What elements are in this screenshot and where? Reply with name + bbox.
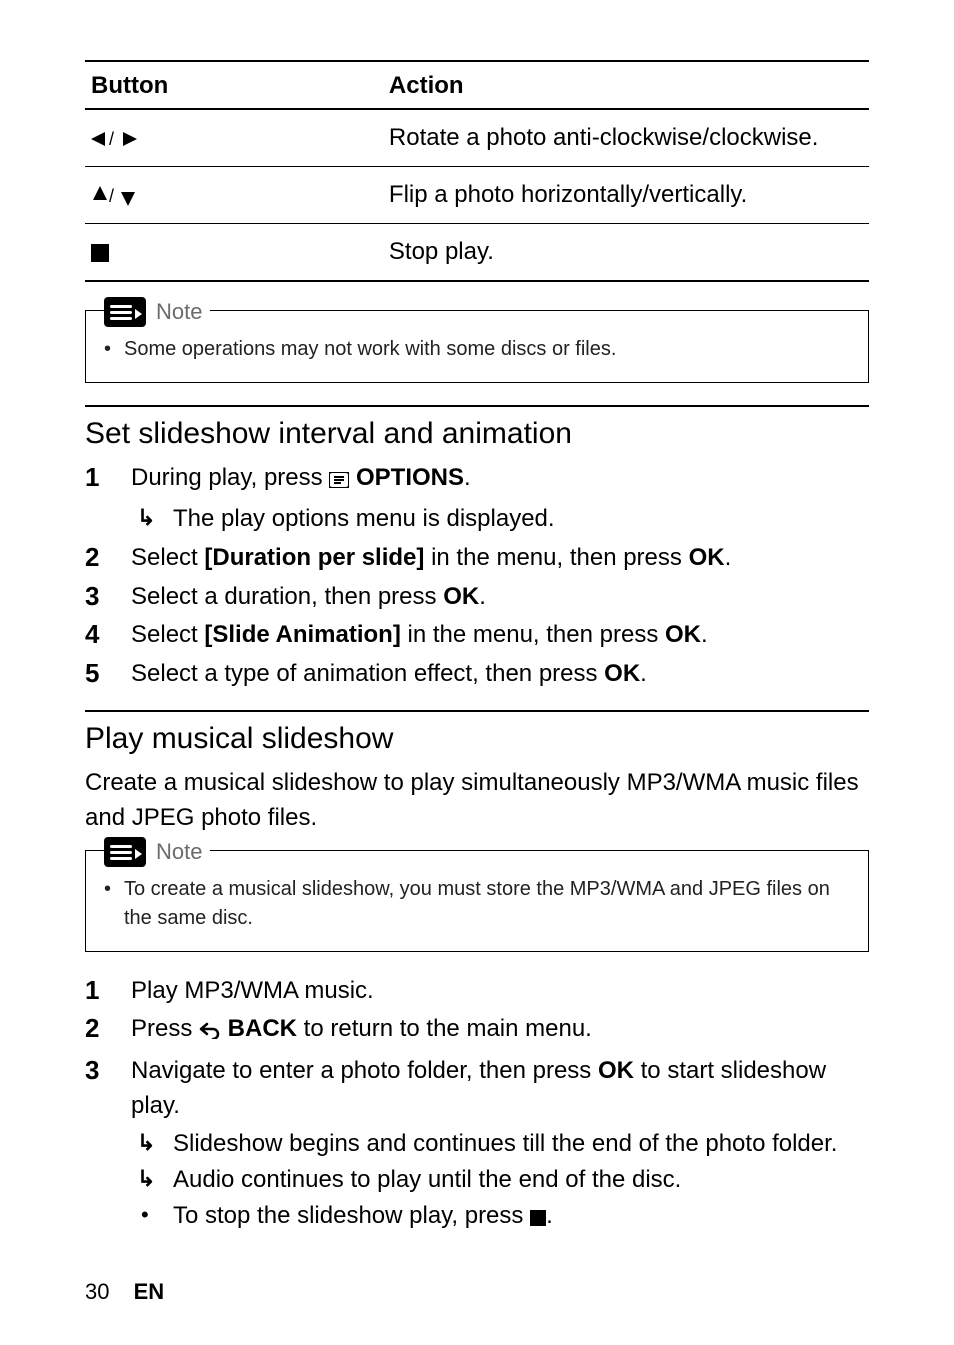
- th-action: Action: [383, 61, 869, 109]
- step-number: 5: [85, 657, 109, 692]
- action-text: Flip a photo horizontally/vertically.: [383, 167, 869, 224]
- step-item: 2 Press BACK to return to the main menu.: [85, 1012, 869, 1050]
- note-header: Note: [104, 837, 210, 867]
- sub-bullet-item: To stop the slideshow play, press .: [131, 1198, 869, 1237]
- note-icon: [104, 837, 146, 867]
- step-body: Press BACK to return to the main menu.: [131, 1012, 869, 1050]
- step-item: 4 Select [Slide Animation] in the menu, …: [85, 618, 869, 653]
- sub-arrow-item: Slideshow begins and continues till the …: [131, 1126, 869, 1162]
- bullet-text: To stop the slideshow play, press: [173, 1202, 530, 1229]
- back-icon: [199, 1015, 221, 1050]
- step-number: 1: [85, 461, 109, 537]
- step-text: During play, press: [131, 464, 329, 491]
- step-item: 1 Play MP3/WMA music.: [85, 974, 869, 1009]
- step-item: 3 Select a duration, then press OK.: [85, 580, 869, 615]
- step-body: Select a type of animation effect, then …: [131, 657, 869, 692]
- step-text: .: [640, 660, 647, 687]
- page-content: Button Action / Rotate a photo anti-cloc…: [0, 0, 954, 1345]
- step-text: Select a duration, then press: [131, 583, 443, 610]
- step-body: Play MP3/WMA music.: [131, 974, 869, 1009]
- step-number: 3: [85, 1054, 109, 1237]
- section-title: Set slideshow interval and animation: [85, 417, 869, 451]
- step-body: Select [Slide Animation] in the menu, th…: [131, 618, 869, 653]
- table-header-row: Button Action: [85, 61, 869, 109]
- step-item: 5 Select a type of animation effect, the…: [85, 657, 869, 692]
- step-text: Press: [131, 1015, 199, 1042]
- section-rule: [85, 405, 869, 407]
- step-number: 2: [85, 541, 109, 576]
- note-header: Note: [104, 297, 210, 327]
- step-text: .: [725, 544, 732, 571]
- step-bold: OK: [443, 583, 479, 610]
- section-rule: [85, 710, 869, 712]
- action-text: Rotate a photo anti-clockwise/clockwise.: [383, 109, 869, 167]
- sub-arrow-item: The play options menu is displayed.: [131, 501, 869, 537]
- step-bold: OK: [598, 1057, 634, 1084]
- step-number: 2: [85, 1012, 109, 1050]
- step-text: .: [701, 621, 708, 648]
- note-item: Some operations may not work with some d…: [104, 335, 850, 364]
- note-title: Note: [156, 299, 202, 325]
- note-list: To create a musical slideshow, you must …: [104, 875, 850, 933]
- step-body: Select a duration, then press OK.: [131, 580, 869, 615]
- step-text: in the menu, then press: [401, 621, 665, 648]
- step-bold: [Slide Animation]: [204, 621, 400, 648]
- steps-list: 1 During play, press OPTIONS. The play o…: [85, 461, 869, 692]
- action-text: Stop play.: [383, 224, 869, 282]
- step-text: Select: [131, 621, 204, 648]
- table-row: / Rotate a photo anti-clockwise/clockwis…: [85, 109, 869, 167]
- step-text: in the menu, then press: [424, 544, 688, 571]
- step-body: During play, press OPTIONS. The play opt…: [131, 461, 869, 537]
- table-row: Stop play.: [85, 224, 869, 282]
- step-bold: OK: [665, 621, 701, 648]
- step-number: 4: [85, 618, 109, 653]
- step-item: 3 Navigate to enter a photo folder, then…: [85, 1054, 869, 1237]
- left-right-arrows-icon: /: [85, 109, 383, 167]
- step-text: .: [464, 464, 471, 491]
- steps-list: 1 Play MP3/WMA music. 2 Press BACK to re…: [85, 974, 869, 1237]
- step-number: 1: [85, 974, 109, 1009]
- step-text: Navigate to enter a photo folder, then p…: [131, 1057, 598, 1084]
- step-bold: BACK: [221, 1015, 297, 1042]
- options-icon: [329, 464, 349, 499]
- th-button: Button: [85, 61, 383, 109]
- section-title: Play musical slideshow: [85, 722, 869, 756]
- step-text: to return to the main menu.: [297, 1015, 592, 1042]
- bullet-text: .: [546, 1202, 553, 1229]
- step-number: 3: [85, 580, 109, 615]
- page-number: 30: [85, 1279, 109, 1304]
- sub-list: Slideshow begins and continues till the …: [131, 1126, 869, 1237]
- step-text: .: [479, 583, 486, 610]
- stop-square-icon: [530, 1201, 546, 1237]
- step-bold: [Duration per slide]: [204, 544, 424, 571]
- note-icon: [104, 297, 146, 327]
- page-footer: 30 EN: [85, 1279, 869, 1305]
- svg-text:/: /: [109, 186, 114, 206]
- page-language: EN: [134, 1279, 165, 1304]
- sub-arrow-item: Audio continues to play until the end of…: [131, 1162, 869, 1198]
- section-paragraph: Create a musical slideshow to play simul…: [85, 766, 869, 836]
- step-body: Select [Duration per slide] in the menu,…: [131, 541, 869, 576]
- step-text: Select a type of animation effect, then …: [131, 660, 604, 687]
- note-list: Some operations may not work with some d…: [104, 335, 850, 364]
- button-action-table: Button Action / Rotate a photo anti-cloc…: [85, 60, 869, 282]
- step-bold: OK: [604, 660, 640, 687]
- step-body: Navigate to enter a photo folder, then p…: [131, 1054, 869, 1237]
- step-item: 2 Select [Duration per slide] in the men…: [85, 541, 869, 576]
- note-item: To create a musical slideshow, you must …: [104, 875, 850, 933]
- note-box: Note To create a musical slideshow, you …: [85, 850, 869, 952]
- sub-list: The play options menu is displayed.: [131, 501, 869, 537]
- note-box: Note Some operations may not work with s…: [85, 310, 869, 383]
- table-row: / Flip a photo horizontally/vertically.: [85, 167, 869, 224]
- step-item: 1 During play, press OPTIONS. The play o…: [85, 461, 869, 537]
- step-bold: OK: [689, 544, 725, 571]
- note-title: Note: [156, 839, 202, 865]
- svg-text:/: /: [109, 130, 114, 148]
- stop-square-icon: [85, 224, 383, 282]
- step-text: Select: [131, 544, 204, 571]
- up-down-arrows-icon: /: [85, 167, 383, 224]
- step-bold: OPTIONS: [349, 464, 464, 491]
